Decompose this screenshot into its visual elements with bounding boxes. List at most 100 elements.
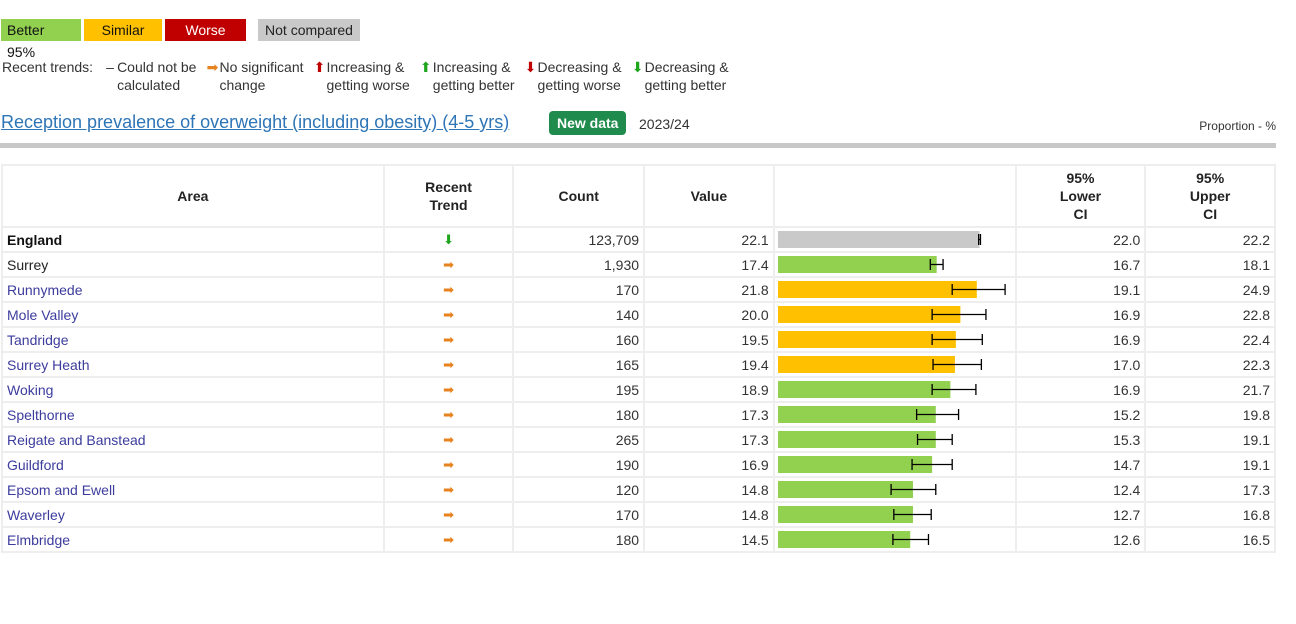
area-link[interactable]: Waverley (1, 501, 385, 528)
trend-legend-text: Decreasing & getting better (644, 59, 729, 93)
indicator-header: Reception prevalence of overweight (incl… (0, 110, 1280, 138)
indicator-title-link[interactable]: Reception prevalence of overweight (incl… (1, 112, 510, 132)
trend-legend-text: No significant change (219, 59, 304, 93)
area-link[interactable]: Tandridge (1, 326, 385, 353)
table-row: Waverley ➡ 170 14.8 12.7 16.8 (1, 501, 1276, 528)
arrow-right-icon[interactable]: ➡ (443, 282, 454, 297)
header-recent-trend[interactable]: Recent Trend (382, 164, 515, 228)
recent-trend-cell[interactable]: ➡ (382, 351, 515, 378)
lower-ci-cell: 16.9 (1014, 326, 1147, 353)
title-divider (0, 143, 1276, 148)
lower-ci-cell: 19.1 (1014, 276, 1147, 303)
lower-ci-cell: 12.4 (1014, 476, 1147, 503)
recent-trend-cell[interactable]: ➡ (382, 276, 515, 303)
table-row: Guildford ➡ 190 16.9 14.7 19.1 (1, 451, 1276, 478)
recent-trend-cell[interactable]: ➡ (382, 326, 515, 353)
count-cell: 160 (512, 326, 646, 353)
area-name: Surrey (1, 251, 385, 278)
value-bar-cell[interactable] (772, 276, 1017, 303)
area-link[interactable]: Epsom and Ewell (1, 476, 385, 503)
header-value[interactable]: Value (643, 164, 775, 228)
lower-ci-cell: 16.9 (1014, 376, 1147, 403)
value-cell: 19.5 (643, 326, 775, 353)
recent-trend-cell[interactable]: ➡ (382, 251, 515, 278)
arrow-right-icon[interactable]: ➡ (443, 432, 454, 447)
value-bar-cell[interactable] (772, 251, 1017, 278)
count-cell: 140 (512, 301, 646, 328)
value-bar-cell[interactable] (772, 351, 1017, 378)
value-bar-cell[interactable] (772, 301, 1017, 328)
arrow-right-icon[interactable]: ➡ (443, 457, 454, 472)
recent-trend-cell[interactable]: ➡ (382, 501, 515, 528)
table-row: Spelthorne ➡ 180 17.3 15.2 19.8 (1, 401, 1276, 428)
arrow-up-red-icon: ⬆ (313, 59, 326, 75)
unit-label: Proportion - % (1199, 119, 1276, 133)
value-bar (777, 531, 910, 548)
arrow-right-icon[interactable]: ➡ (443, 382, 454, 397)
table-row: Reigate and Banstead ➡ 265 17.3 15.3 19.1 (1, 426, 1276, 453)
lower-ci-cell: 17.0 (1014, 351, 1147, 378)
recent-trend-cell[interactable]: ➡ (382, 301, 515, 328)
recent-trend-cell[interactable]: ➡ (382, 401, 515, 428)
recent-trend-cell[interactable]: ➡ (382, 426, 515, 453)
recent-trend-cell[interactable]: ⬇ (382, 226, 515, 253)
trends-legend-items: – Could not be calculated ➡ No significant ch… (103, 58, 738, 94)
area-link[interactable]: Woking (1, 376, 385, 403)
lower-ci-cell: 15.2 (1014, 401, 1147, 428)
table-row: Runnymede ➡ 170 21.8 19.1 24.9 (1, 276, 1276, 303)
recent-trend-cell[interactable]: ➡ (382, 376, 515, 403)
value-bar-cell[interactable] (772, 526, 1017, 553)
value-bar-cell[interactable] (772, 376, 1017, 403)
header-upper-ci[interactable]: 95% Upper CI (1144, 164, 1276, 228)
arrow-right-icon[interactable]: ➡ (443, 307, 454, 322)
table-row: Woking ➡ 195 18.9 16.9 21.7 (1, 376, 1276, 403)
value-bar-cell[interactable] (772, 501, 1017, 528)
value-cell: 18.9 (643, 376, 775, 403)
lower-ci-cell: 14.7 (1014, 451, 1147, 478)
arrow-down-green-icon[interactable]: ⬇ (443, 232, 454, 247)
arrow-right-icon[interactable]: ➡ (443, 357, 454, 372)
arrow-right-icon[interactable]: ➡ (443, 507, 454, 522)
header-bar (772, 164, 1017, 228)
table-row: Epsom and Ewell ➡ 120 14.8 12.4 17.3 (1, 476, 1276, 503)
area-link[interactable]: Guildford (1, 451, 385, 478)
area-link[interactable]: Spelthorne (1, 401, 385, 428)
lower-ci-cell: 16.7 (1014, 251, 1147, 278)
value-cell: 17.3 (643, 426, 775, 453)
area-link[interactable]: Elmbridge (1, 526, 385, 553)
value-bar-cell[interactable] (772, 426, 1017, 453)
value-bar-cell[interactable] (772, 226, 1017, 253)
upper-ci-cell: 18.1 (1144, 251, 1276, 278)
header-area[interactable]: Area (1, 164, 385, 228)
lower-ci-cell: 12.7 (1014, 501, 1147, 528)
count-cell: 180 (512, 526, 646, 553)
value-bar-cell[interactable] (772, 451, 1017, 478)
value-bar-chart (777, 281, 1006, 298)
value-bar-cell[interactable] (772, 476, 1017, 503)
area-link[interactable]: Mole Valley (1, 301, 385, 328)
arrow-right-icon[interactable]: ➡ (443, 257, 454, 272)
value-cell: 14.8 (643, 476, 775, 503)
recent-trend-cell[interactable]: ➡ (382, 476, 515, 503)
header-count[interactable]: Count (512, 164, 646, 228)
recent-trend-cell[interactable]: ➡ (382, 526, 515, 553)
value-bar-cell[interactable] (772, 326, 1017, 353)
value-bar (777, 306, 961, 323)
legend-better: Better 95% (1, 19, 81, 60)
area-link[interactable]: Runnymede (1, 276, 385, 303)
upper-ci-cell: 19.8 (1144, 401, 1276, 428)
area-link[interactable]: Reigate and Banstead (1, 426, 385, 453)
value-bar (777, 281, 977, 298)
arrow-right-icon[interactable]: ➡ (443, 407, 454, 422)
table-row: England ⬇ 123,709 22.1 22.0 22.2 (1, 226, 1276, 253)
arrow-right-icon[interactable]: ➡ (443, 332, 454, 347)
table-row: Surrey Heath ➡ 165 19.4 17.0 22.3 (1, 351, 1276, 378)
recent-trend-cell[interactable]: ➡ (382, 451, 515, 478)
arrow-right-icon[interactable]: ➡ (443, 532, 454, 547)
arrow-right-icon[interactable]: ➡ (443, 482, 454, 497)
header-lower-ci[interactable]: 95% Lower CI (1014, 164, 1147, 228)
value-bar-cell[interactable] (772, 401, 1017, 428)
area-link[interactable]: Surrey Heath (1, 351, 385, 378)
value-bar-chart (777, 356, 982, 373)
value-cell: 14.8 (643, 501, 775, 528)
